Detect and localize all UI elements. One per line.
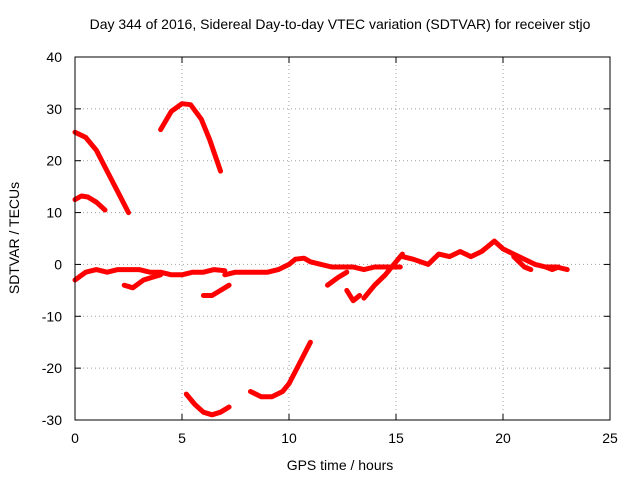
series-arc-n	[183, 391, 232, 418]
grid	[75, 57, 610, 420]
series-arc-f	[200, 282, 232, 298]
y-tick-label: 40	[46, 49, 62, 65]
series-arc-g	[222, 255, 403, 278]
series-arc-k	[399, 238, 570, 273]
series-arc-c	[158, 101, 223, 174]
series-arc-d	[72, 267, 228, 283]
series-layer	[72, 101, 570, 418]
y-tick-label: 0	[54, 256, 62, 272]
y-tick-label: -30	[42, 412, 62, 428]
x-tick-label: 15	[388, 430, 404, 446]
y-tick-label: -10	[42, 308, 62, 324]
plot-frame	[74, 56, 611, 421]
x-axis-title: GPS time / hours	[287, 457, 394, 473]
series-arc-b	[72, 193, 108, 213]
y-tick-label: 10	[46, 205, 62, 221]
y-axis-title: SDTVAR / TECUs	[6, 182, 22, 294]
series-arc-e	[121, 272, 164, 291]
y-tick-label: -20	[42, 360, 62, 376]
y-tick-label: 20	[46, 153, 62, 169]
series-arc-l	[511, 254, 534, 273]
x-tick-label: 20	[495, 430, 511, 446]
series-arc-a	[72, 129, 131, 216]
series-arc-j	[361, 251, 405, 301]
x-tick-label: 0	[71, 430, 79, 446]
series-arc-h	[325, 269, 350, 288]
series-arc-i	[344, 287, 363, 304]
ticks: 0 5 10 15 20 25 -30 -20 -10 0 10 20 30 40	[42, 49, 618, 446]
x-tick-label: 5	[178, 430, 186, 446]
x-tick-label: 10	[281, 430, 297, 446]
chart-title: Day 344 of 2016, Sidereal Day-to-day VTE…	[90, 16, 591, 32]
series-arc-o	[248, 339, 313, 400]
x-tick-label: 25	[602, 430, 618, 446]
y-tick-label: 30	[46, 101, 62, 117]
series-arc-m	[543, 264, 562, 273]
